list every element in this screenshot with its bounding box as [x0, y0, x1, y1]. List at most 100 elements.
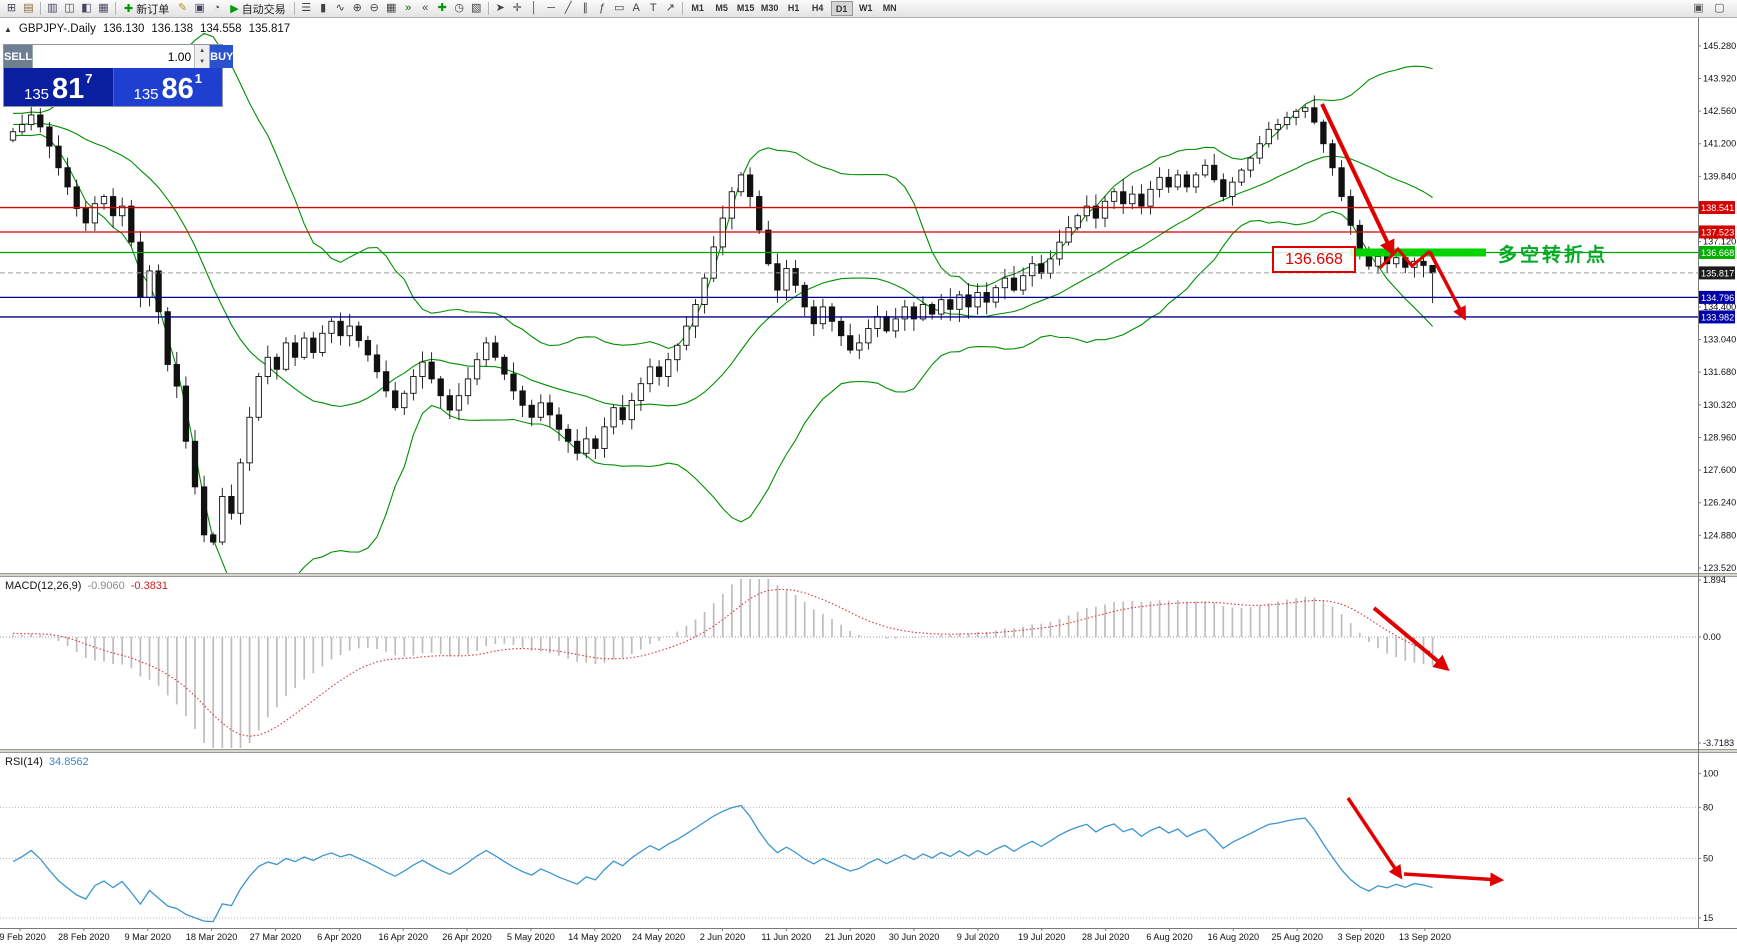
volume-box: ▲ ▼ [32, 45, 211, 68]
navigator-icon[interactable]: ◧ [78, 1, 95, 17]
new-order-button: ✚ [124, 3, 134, 15]
tile-windows-icon[interactable]: ▦ [383, 1, 400, 17]
svg-text:1.894: 1.894 [1703, 575, 1726, 585]
strategy-tester-icon[interactable]: ◔ [208, 1, 225, 17]
data-window-icon[interactable]: ◫ [61, 1, 78, 17]
line-chart-icon[interactable]: ∿ [332, 1, 349, 17]
profiles-icon[interactable]: ▤ [20, 1, 37, 17]
toolbar-separator [115, 2, 116, 15]
svg-text:124.880: 124.880 [1703, 530, 1736, 540]
toolbar-separator [293, 2, 295, 15]
toolbar-right-icons: ▣ ▢ [1690, 1, 1734, 17]
open-value: 136.130 [102, 23, 145, 35]
rsi-down-arrow [1346, 797, 1403, 880]
one-click-collapse-icon[interactable]: ▲ [4, 24, 12, 34]
templates-icon[interactable]: ▧ [468, 1, 485, 17]
timeframe-m1[interactable]: M1 [691, 3, 704, 13]
cursor-icon[interactable]: ➤ [492, 1, 509, 17]
downtrend-arrow-2 [1428, 251, 1466, 321]
svg-text:128.960: 128.960 [1703, 432, 1736, 442]
timeframe-h1[interactable]: H1 [787, 3, 800, 13]
timeframe-m5[interactable]: M5 [715, 3, 728, 13]
crosshair-icon[interactable]: ✛ [509, 1, 526, 17]
svg-text:24 May 2020: 24 May 2020 [632, 932, 685, 942]
toolbar-separator [681, 2, 683, 15]
timeframe-h4[interactable]: H4 [811, 3, 824, 13]
vertical-line-icon[interactable]: │ [526, 1, 543, 17]
terminal-icon: ▦ [98, 2, 109, 14]
chart-window-icon[interactable]: ▣ [191, 1, 208, 17]
restore-window-icon[interactable]: ▣ [1693, 2, 1704, 14]
profiles-icon: ▤ [23, 2, 34, 14]
svg-text:2 Jun 2020: 2 Jun 2020 [700, 932, 745, 942]
new-window-icon[interactable]: ▢ [1714, 2, 1725, 14]
volume-input[interactable] [33, 49, 195, 64]
svg-text:131.680: 131.680 [1703, 367, 1736, 377]
indicators-icon[interactable]: ✚ [434, 1, 451, 17]
bar-chart-icon[interactable]: ☰ [298, 1, 315, 17]
svg-text:100: 100 [1703, 768, 1718, 778]
svg-text:21 Jun 2020: 21 Jun 2020 [825, 932, 876, 942]
fibonacci-icon[interactable]: ƒ [594, 1, 611, 17]
volume-down-icon[interactable]: ▼ [195, 56, 210, 68]
timeframe-m15[interactable]: M15 [736, 3, 755, 13]
rsi-label: RSI(14) [5, 756, 43, 768]
zoom-in-icon: ⊕ [352, 2, 362, 14]
svg-text:13 Sep 2020: 13 Sep 2020 [1399, 932, 1451, 942]
auto-scroll-icon[interactable]: » [400, 1, 417, 17]
price-annotation-box[interactable]: 136.668 [1272, 246, 1356, 273]
timeframe-w1[interactable]: W1 [858, 3, 873, 13]
text-icon[interactable]: A [628, 1, 645, 17]
shapes-icon: ▭ [613, 2, 625, 14]
channel-icon[interactable]: ∥ [577, 1, 594, 17]
terminal-icon[interactable]: ▦ [95, 1, 112, 17]
svg-text:28 Feb 2020: 28 Feb 2020 [58, 932, 110, 942]
arrows-icon[interactable]: ↗ [662, 1, 679, 17]
turning-point-label[interactable]: 多空转折点 [1498, 245, 1609, 266]
market-watch-icon[interactable]: ▥ [44, 1, 61, 17]
chart-shift-icon[interactable]: « [417, 1, 434, 17]
timeframe-mn[interactable]: MN [882, 3, 897, 13]
timeframe-d1[interactable]: D1 [830, 1, 853, 16]
auto-scroll-icon: » [405, 2, 412, 14]
sell-price-button[interactable]: 135 81 7 [4, 68, 114, 106]
metaeditor-icon[interactable]: ✎ [174, 1, 191, 17]
price-axis: 145.280 143.920 142.560 141.200 139.840 137.1… [0, 18, 1737, 929]
periods-icon[interactable]: ◷ [451, 1, 468, 17]
trendline-icon[interactable]: ╱ [560, 1, 577, 17]
turning-point-band [1350, 248, 1486, 257]
svg-text:137.523: 137.523 [1701, 227, 1734, 237]
downtrend-arrow-1 [1320, 103, 1395, 257]
price-hlines [0, 206, 1698, 318]
horizontal-line-icon[interactable]: ─ [543, 1, 560, 17]
buy-price-button[interactable]: 135 86 1 [113, 68, 222, 106]
svg-text:123.520: 123.520 [1703, 563, 1736, 573]
channel-icon: ∥ [582, 2, 588, 14]
zoom-in-icon[interactable]: ⊕ [349, 1, 366, 17]
candle-chart-icon[interactable]: ▮ [315, 1, 332, 17]
autotrading-button[interactable]: ▶ 自动交易 [225, 1, 290, 17]
label-icon[interactable]: T [645, 1, 662, 17]
volume-up-icon[interactable]: ▲ [195, 45, 210, 57]
new-chart-icon[interactable]: ⊞ [3, 1, 20, 17]
new-order-button[interactable]: ✚ 新订单 [119, 1, 174, 17]
svg-text:138.541: 138.541 [1701, 203, 1734, 213]
svg-text:6 Apr 2020: 6 Apr 2020 [317, 932, 361, 942]
macd-panel [0, 579, 1698, 748]
svg-text:133.040: 133.040 [1703, 335, 1736, 345]
svg-text:141.200: 141.200 [1703, 139, 1736, 149]
svg-text:28 Jul 2020: 28 Jul 2020 [1082, 932, 1130, 942]
macd-main-value: -0.9060 [87, 580, 125, 592]
label-icon: T [649, 2, 657, 14]
bounce-zigzag [1378, 246, 1431, 270]
market-watch-icon: ▥ [47, 2, 58, 14]
shapes-icon[interactable]: ▭ [611, 1, 628, 17]
line-chart-icon: ∿ [335, 2, 345, 14]
zoom-out-icon[interactable]: ⊖ [366, 1, 383, 17]
buy-button[interactable]: BUY [210, 45, 234, 68]
toolbar-separator [40, 2, 41, 15]
timeframe-m30[interactable]: M30 [760, 3, 779, 13]
sell-button[interactable]: SELL [4, 45, 33, 68]
macd-down-arrow [1372, 606, 1450, 672]
